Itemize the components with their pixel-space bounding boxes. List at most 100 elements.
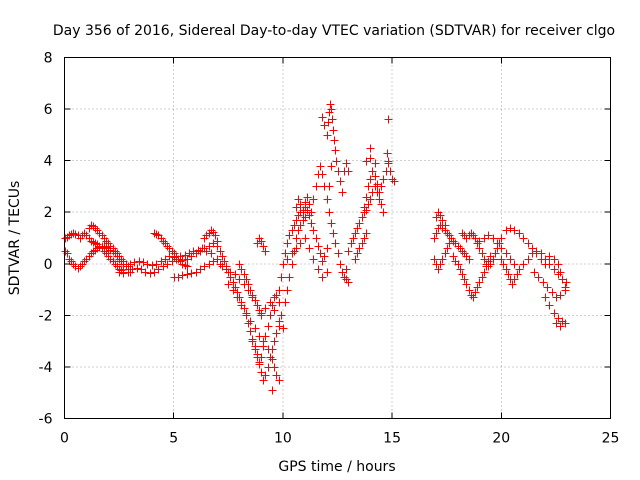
data-point [305,200,314,209]
data-point [320,121,329,130]
data-point [309,226,318,235]
data-point [371,172,380,181]
data-point [550,255,559,264]
data-point [515,265,524,274]
data-point [80,257,89,266]
data-point [316,162,325,171]
y-tick-label: 2 [44,205,53,221]
data-point [272,371,281,380]
data-point [441,249,450,258]
data-point [224,280,233,289]
data-point [130,258,139,267]
data-point [499,260,508,269]
data-point [467,229,476,238]
data-point [281,298,290,307]
data-point [229,286,238,295]
data-point [475,278,484,287]
data-point [178,271,187,280]
data-point [342,265,351,274]
data-point [454,260,463,269]
data-point [74,264,83,273]
data-point [275,376,284,385]
data-point [366,195,375,204]
data-point [65,255,74,264]
data-point [237,301,246,310]
data-point [556,291,565,300]
data-point [465,255,474,264]
data-point [266,298,275,307]
data-point [275,286,284,295]
data-point [288,249,297,258]
data-point [384,115,393,124]
data-point [443,229,452,238]
data-point [562,278,571,287]
data-point [465,286,474,295]
data-point [301,198,310,207]
data-point [537,249,546,258]
data-point [355,219,364,228]
data-point [242,309,251,318]
data-point [360,203,369,212]
data-point [478,249,487,258]
data-point [233,293,242,302]
data-point [362,229,371,238]
data-point [383,149,392,158]
data-point [545,260,554,269]
data-point [303,193,312,202]
data-point [366,144,375,153]
data-point [174,255,183,264]
data-point [251,324,260,333]
data-point [458,247,467,256]
data-point [119,269,128,278]
data-point [364,182,373,191]
plot-frame [64,57,611,419]
data-point [259,337,268,346]
data-point [552,319,561,328]
data-point [460,275,469,284]
data-point [270,293,279,302]
data-point [220,257,229,266]
data-point [510,226,519,235]
data-point [471,288,480,297]
data-point [183,270,192,279]
data-point [283,286,292,295]
data-point [384,157,393,166]
data-point [351,229,360,238]
y-tick-label: 6 [44,102,53,118]
data-point [207,226,216,235]
data-point [246,327,255,336]
data-point [491,249,500,258]
data-point [294,195,303,204]
data-point [484,262,493,271]
data-point [251,345,260,354]
data-point [561,283,570,292]
data-point [253,301,262,310]
data-point [69,260,78,269]
data-point [480,268,489,277]
data-point [159,237,168,246]
data-point [513,270,522,279]
data-point [218,252,227,261]
data-point [497,234,506,243]
data-point [323,195,332,204]
data-point [340,273,349,282]
data-point [146,269,155,278]
data-point [235,260,244,269]
data-point [519,234,528,243]
data-point [338,188,347,197]
data-point [344,167,353,176]
data-point [438,255,447,264]
data-point [502,226,511,235]
data-point [473,239,482,248]
data-point [183,262,192,271]
y-tick-label: -6 [39,412,53,428]
data-point [76,262,85,271]
y-axis-label: SDTVAR / TECUs [7,181,23,296]
data-point [331,239,340,248]
data-point [259,376,268,385]
data-point [347,239,356,248]
data-point [530,268,539,277]
data-point [480,255,489,264]
data-point [508,280,517,289]
data-point [268,345,277,354]
